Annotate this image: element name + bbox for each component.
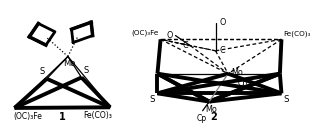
- Text: (OC)₃Fe: (OC)₃Fe: [132, 30, 159, 36]
- Text: 2: 2: [210, 112, 217, 122]
- Text: O: O: [167, 31, 173, 40]
- Text: S: S: [284, 95, 290, 104]
- Text: Cp: Cp: [237, 79, 247, 88]
- Text: Mo: Mo: [232, 68, 244, 77]
- Text: Mo: Mo: [205, 105, 217, 114]
- Text: S: S: [84, 66, 89, 75]
- Text: Cp: Cp: [197, 114, 207, 123]
- Text: S: S: [39, 67, 44, 76]
- Text: (OC)₃Fe: (OC)₃Fe: [13, 112, 42, 121]
- Text: Fe(CO)₃: Fe(CO)₃: [283, 31, 310, 37]
- Text: C: C: [219, 46, 225, 55]
- Text: 1: 1: [58, 112, 65, 122]
- Text: C: C: [182, 41, 188, 50]
- Text: Mo: Mo: [63, 59, 76, 68]
- Text: S: S: [149, 95, 155, 104]
- Text: O: O: [219, 18, 225, 27]
- Text: Fe(CO)₃: Fe(CO)₃: [83, 111, 112, 120]
